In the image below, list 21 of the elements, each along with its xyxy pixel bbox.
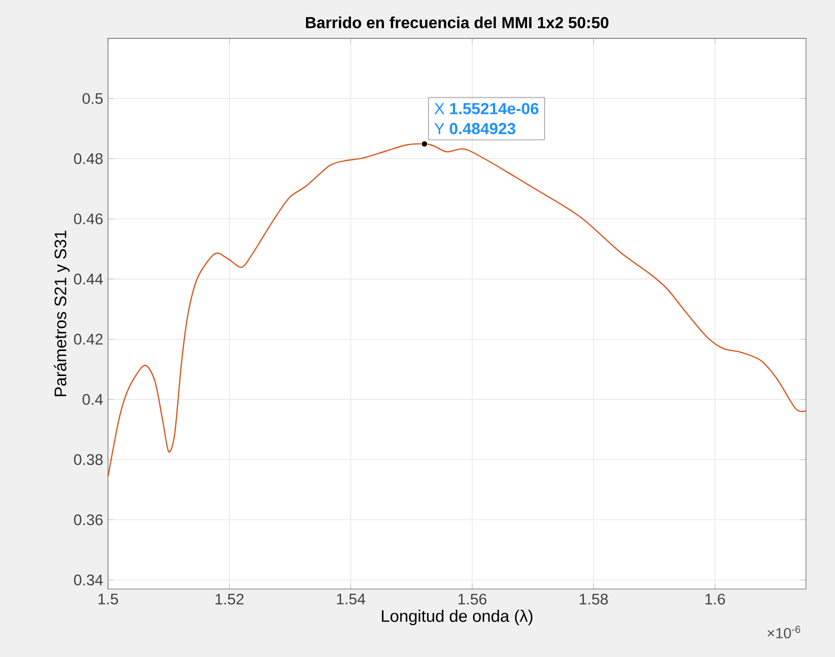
y-tick-label: 0.5 bbox=[82, 93, 103, 104]
x-tick-label: 1.6 bbox=[705, 594, 725, 605]
annotation: X 1.55214e-06 bbox=[434, 102, 538, 114]
y-tick-label: 0.42 bbox=[74, 334, 103, 345]
x-tick-label: 1.54 bbox=[337, 594, 366, 604]
y-tick-label: 0.44 bbox=[74, 274, 103, 284]
y-axis-title: Parámetros S21 y S31 bbox=[54, 230, 70, 396]
chart-title: Barrido en frecuencia del MMI 1x2 50:50 bbox=[306, 16, 608, 28]
y-tick-label: 0.4 bbox=[82, 394, 103, 405]
annotation: Y 0.484923 bbox=[434, 122, 516, 134]
y-tick-label: 0.46 bbox=[74, 213, 103, 224]
x-tick-label: 1.58 bbox=[580, 594, 608, 605]
x-tick-label: 1.56 bbox=[458, 594, 486, 605]
x-tick-label: 1.52 bbox=[216, 594, 244, 605]
y-tick-label: 0.48 bbox=[74, 153, 103, 164]
text: ×10$^{-6}$ bbox=[768, 626, 800, 638]
y-tick-label: 0.38 bbox=[74, 454, 103, 466]
x-axis-title: Longitud de onda (λ) bbox=[382, 610, 532, 626]
y-tick-label: 0.34 bbox=[74, 574, 103, 586]
x-tick-label: 1.5 bbox=[98, 594, 118, 604]
y-tick-label: 0.36 bbox=[74, 514, 103, 526]
